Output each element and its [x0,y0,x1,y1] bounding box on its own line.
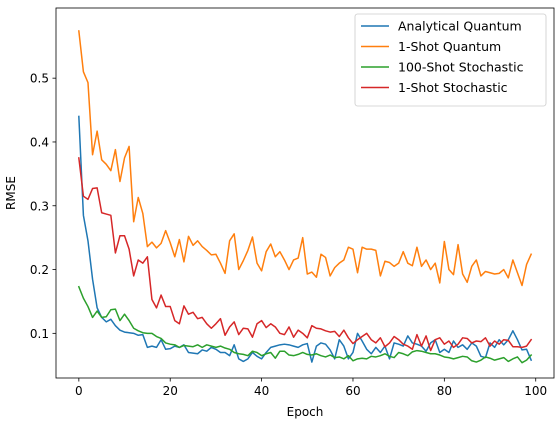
legend-box [354,13,547,107]
plot-lines [77,30,533,364]
y-tick-label: 0.5 [30,72,49,86]
legend-label: 100-Shot Stochastic [398,60,524,75]
series-line-2 [77,285,533,364]
x-tick-label: 20 [163,384,178,398]
plot-frame [55,7,555,379]
x-axis-ticks: 0 20 40 60 80 100 [75,378,547,398]
legend-label: 1-Shot Quantum [398,39,501,54]
y-tick-label: 0.2 [30,263,49,277]
series-line-3 [78,157,533,352]
x-tick-label: 80 [437,384,452,398]
x-axis-label: Epoch [287,405,324,419]
series-line-1 [78,30,533,287]
x-tick-label: 100 [524,384,547,398]
legend-label: Analytical Quantum [398,19,522,34]
y-tick-label: 0.4 [30,135,49,149]
x-tick-label: 60 [345,384,360,398]
y-axis-ticks: 0.1 0.2 0.3 0.4 0.5 [30,72,56,341]
legend: Analytical Quantum 1-Shot Quantum 100-Shot… [354,13,547,107]
y-tick-label: 0.1 [30,327,49,341]
series-line-0 [78,115,533,363]
y-axis-label: RMSE [4,176,18,210]
x-tick-label: 40 [254,384,269,398]
y-tick-label: 0.3 [30,199,49,213]
legend-label: 1-Shot Stochastic [398,80,508,95]
x-tick-label: 0 [75,384,83,398]
